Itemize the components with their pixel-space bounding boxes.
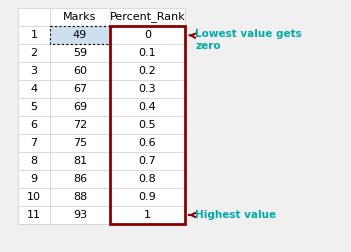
Text: 4: 4 [31, 84, 38, 94]
Bar [50, 26, 110, 44]
Text: 67: 67 [73, 84, 87, 94]
Text: 9: 9 [31, 174, 38, 184]
Text: 11: 11 [27, 210, 41, 220]
Bar [50, 26, 110, 44]
Text: 0.7: 0.7 [139, 156, 157, 166]
Text: 81: 81 [73, 156, 87, 166]
Text: Marks: Marks [63, 12, 97, 22]
Text: 3: 3 [31, 66, 38, 76]
Text: 69: 69 [73, 102, 87, 112]
Text: 6: 6 [31, 120, 38, 130]
Text: 93: 93 [73, 210, 87, 220]
Text: 0.5: 0.5 [139, 120, 156, 130]
Text: 86: 86 [73, 174, 87, 184]
Text: 0.4: 0.4 [139, 102, 157, 112]
Text: 49: 49 [73, 30, 87, 40]
Text: 0.3: 0.3 [139, 84, 156, 94]
Text: 8: 8 [31, 156, 38, 166]
Text: 1: 1 [31, 30, 38, 40]
Text: 1: 1 [144, 210, 151, 220]
Text: 75: 75 [73, 138, 87, 148]
Text: 0.6: 0.6 [139, 138, 156, 148]
Text: 0.9: 0.9 [139, 192, 157, 202]
Text: 60: 60 [73, 66, 87, 76]
Text: 10: 10 [27, 192, 41, 202]
Text: 88: 88 [73, 192, 87, 202]
Text: 0.1: 0.1 [139, 48, 156, 58]
Text: 0: 0 [144, 30, 151, 40]
Text: Lowest value gets
zero: Lowest value gets zero [190, 29, 302, 51]
Text: 2: 2 [31, 48, 38, 58]
Text: 59: 59 [73, 48, 87, 58]
Text: Highest value: Highest value [190, 210, 276, 220]
Text: 0.2: 0.2 [139, 66, 157, 76]
Bar [110, 26, 185, 224]
Text: Percent_Rank: Percent_Rank [110, 12, 185, 22]
Text: 7: 7 [31, 138, 38, 148]
Text: 5: 5 [31, 102, 38, 112]
Text: 72: 72 [73, 120, 87, 130]
Text: 0.8: 0.8 [139, 174, 157, 184]
Bar [18, 8, 185, 224]
